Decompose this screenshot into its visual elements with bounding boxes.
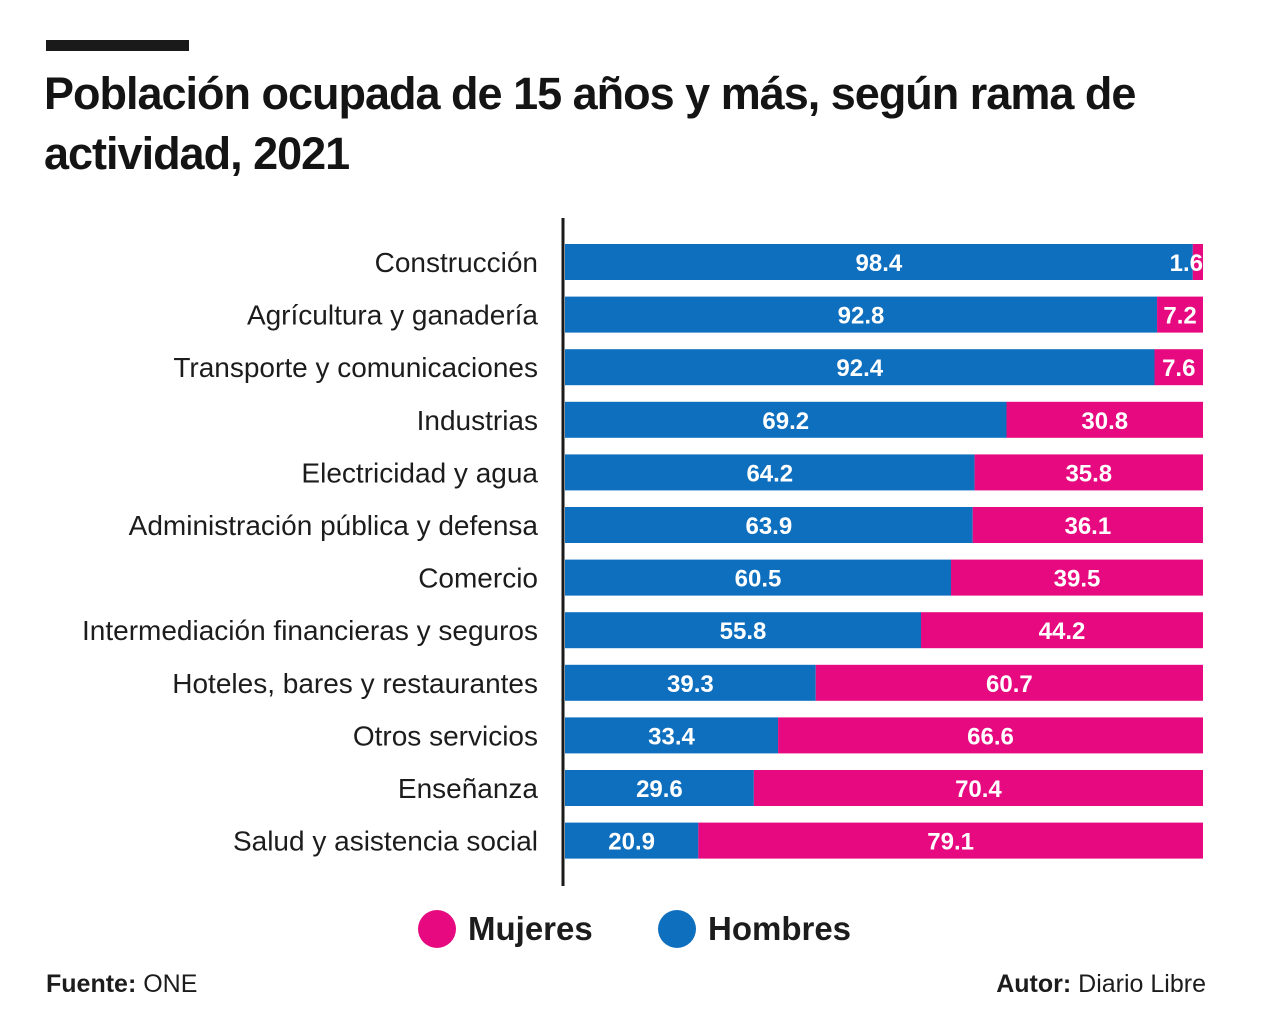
- bar-mujeres-otros-servicios: [778, 717, 1203, 754]
- bar-hombres-construccion: [565, 244, 1193, 280]
- bar-hombres-ensenanza: [565, 770, 754, 806]
- category-label-comercio: Comercio: [418, 563, 538, 594]
- category-label-administracion-publica-y-defensa: Administración pública y defensa: [129, 510, 539, 541]
- value-label-mujeres-intermediacion-financieras-y-seguros: 44.2: [1039, 618, 1086, 645]
- author-value: Diario Libre: [1078, 970, 1206, 998]
- value-label-mujeres-electricidad-y-agua: 35.8: [1065, 460, 1112, 487]
- bar-mujeres-ensenanza: [753, 770, 1203, 806]
- legend-swatch-mujeres: [418, 910, 456, 948]
- bar-mujeres-transporte-y-comunicaciones: [1154, 349, 1203, 386]
- value-label-mujeres-industrias: 30.8: [1081, 408, 1128, 435]
- value-label-hombres-ensenanza: 29.6: [636, 776, 683, 803]
- bar-hombres-salud-y-asistencia-social: [565, 822, 699, 859]
- value-label-hombres-administracion-publica-y-defensa: 63.9: [745, 513, 792, 540]
- value-label-hombres-hoteles-bares-y-restaurantes: 39.3: [667, 671, 714, 698]
- bar-hombres-agricultura-y-ganaderia: [565, 296, 1158, 333]
- category-label-otros-servicios: Otros servicios: [353, 720, 538, 751]
- legend-item-hombres: Hombres: [658, 906, 851, 952]
- bar-mujeres-construccion: [1192, 244, 1203, 280]
- legend: Mujeres Hombres: [0, 906, 1280, 952]
- category-label-electricidad-y-agua: Electricidad y agua: [301, 457, 538, 488]
- category-label-hoteles-bares-y-restaurantes: Hoteles, bares y restaurantes: [172, 668, 538, 699]
- bar-mujeres-comercio: [950, 559, 1203, 596]
- author-label: Autor:: [996, 970, 1072, 998]
- bar-hombres-hoteles-bares-y-restaurantes: [565, 664, 816, 701]
- value-label-hombres-construccion: 98.4: [856, 250, 903, 277]
- value-label-hombres-intermediacion-financieras-y-seguros: 55.8: [720, 618, 767, 645]
- legend-item-mujeres: Mujeres: [418, 906, 593, 952]
- bar-hombres-industrias: [565, 401, 1007, 438]
- chart-title: Población ocupada de 15 años y más, segú…: [44, 68, 1136, 179]
- stacked-bar-chart: Construcción 98.4 1.6 Agrícultura y ganader…: [82, 218, 1203, 886]
- value-label-mujeres-salud-y-asistencia-social: 79.1: [927, 829, 974, 856]
- category-label-intermediacion-financieras-y-seguros: Intermediación financieras y seguros: [82, 615, 538, 646]
- title-accent-rule: [46, 40, 189, 51]
- category-label-agricultura-y-ganaderia: Agrícultura y ganadería: [247, 300, 538, 331]
- value-label-mujeres-construccion: 1.6: [1170, 250, 1203, 277]
- legend-swatch-hombres: [658, 910, 696, 948]
- value-label-hombres-agricultura-y-ganaderia: 92.8: [838, 303, 885, 330]
- category-label-construccion: Construcción: [375, 247, 538, 278]
- value-label-mujeres-transporte-y-comunicaciones: 7.6: [1162, 355, 1195, 382]
- legend-label-mujeres: Mujeres: [468, 910, 593, 947]
- source-label: Fuente:: [46, 970, 137, 998]
- value-label-hombres-comercio: 60.5: [735, 566, 782, 593]
- bar-hombres-intermediacion-financieras-y-seguros: [565, 612, 922, 649]
- bar-mujeres-salud-y-asistencia-social: [698, 822, 1203, 859]
- value-label-mujeres-ensenanza: 70.4: [955, 776, 1002, 803]
- value-label-mujeres-otros-servicios: 66.6: [967, 723, 1014, 750]
- value-label-mujeres-comercio: 39.5: [1054, 566, 1101, 593]
- bar-mujeres-hoteles-bares-y-restaurantes: [815, 664, 1203, 701]
- value-label-hombres-electricidad-y-agua: 64.2: [746, 460, 793, 487]
- value-label-hombres-otros-servicios: 33.4: [648, 723, 695, 750]
- bar-hombres-comercio: [565, 559, 951, 596]
- bar-hombres-administracion-publica-y-defensa: [565, 507, 973, 543]
- value-label-mujeres-agricultura-y-ganaderia: 7.2: [1163, 303, 1196, 330]
- bar-mujeres-administracion-publica-y-defensa: [972, 507, 1203, 543]
- source-credit: Fuente: ONE: [46, 970, 197, 999]
- value-label-hombres-salud-y-asistencia-social: 20.9: [608, 829, 655, 856]
- legend-label-hombres: Hombres: [708, 910, 852, 947]
- bar-mujeres-industrias: [1006, 401, 1203, 438]
- bar-mujeres-intermediacion-financieras-y-seguros: [921, 612, 1203, 649]
- value-label-hombres-industrias: 69.2: [762, 408, 809, 435]
- author-credit: Autor: Diario Libre: [996, 970, 1206, 999]
- value-label-mujeres-administracion-publica-y-defensa: 36.1: [1064, 513, 1111, 540]
- bar-mujeres-electricidad-y-agua: [974, 454, 1203, 491]
- value-label-mujeres-hoteles-bares-y-restaurantes: 60.7: [986, 671, 1033, 698]
- category-label-industrias: Industrias: [417, 405, 538, 436]
- category-label-transporte-y-comunicaciones: Transporte y comunicaciones: [173, 352, 538, 383]
- bar-hombres-transporte-y-comunicaciones: [565, 349, 1155, 386]
- category-label-ensenanza: Enseñanza: [398, 773, 539, 804]
- category-label-salud-y-asistencia-social: Salud y asistencia social: [233, 826, 538, 857]
- bar-mujeres-agricultura-y-ganaderia: [1157, 296, 1203, 333]
- source-value: ONE: [143, 970, 198, 998]
- bar-hombres-otros-servicios: [565, 717, 779, 754]
- value-label-hombres-transporte-y-comunicaciones: 92.4: [836, 355, 883, 382]
- bar-hombres-electricidad-y-agua: [565, 454, 975, 491]
